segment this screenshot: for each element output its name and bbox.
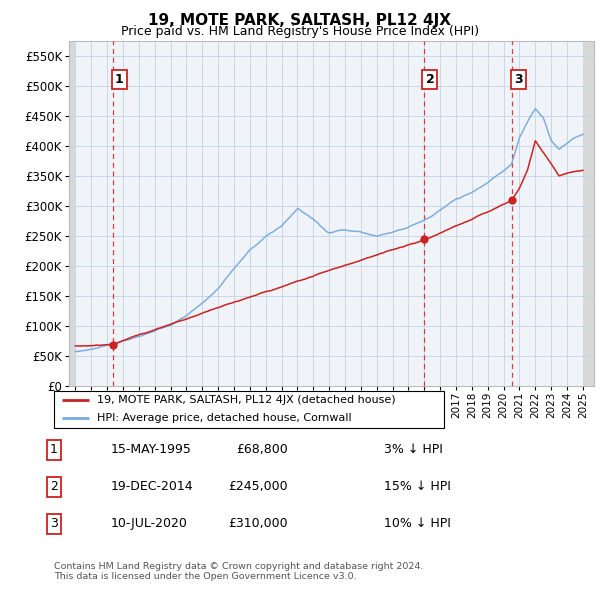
Text: 15-MAY-1995: 15-MAY-1995	[111, 443, 192, 456]
Text: 10% ↓ HPI: 10% ↓ HPI	[384, 517, 451, 530]
Text: 19, MOTE PARK, SALTASH, PL12 4JX (detached house): 19, MOTE PARK, SALTASH, PL12 4JX (detach…	[97, 395, 395, 405]
Text: This data is licensed under the Open Government Licence v3.0.: This data is licensed under the Open Gov…	[54, 572, 356, 581]
Text: £245,000: £245,000	[229, 480, 288, 493]
FancyBboxPatch shape	[54, 391, 444, 428]
Text: 19-DEC-2014: 19-DEC-2014	[111, 480, 194, 493]
Bar	[583, 41, 594, 386]
Bar	[69, 41, 76, 386]
Text: 15% ↓ HPI: 15% ↓ HPI	[384, 480, 451, 493]
Text: 19, MOTE PARK, SALTASH, PL12 4JX: 19, MOTE PARK, SALTASH, PL12 4JX	[149, 13, 452, 28]
Text: Contains HM Land Registry data © Crown copyright and database right 2024.: Contains HM Land Registry data © Crown c…	[54, 562, 424, 571]
Text: 2: 2	[50, 480, 58, 493]
Text: 10-JUL-2020: 10-JUL-2020	[111, 517, 188, 530]
Text: £310,000: £310,000	[229, 517, 288, 530]
Text: £68,800: £68,800	[236, 443, 288, 456]
Text: Price paid vs. HM Land Registry's House Price Index (HPI): Price paid vs. HM Land Registry's House …	[121, 25, 479, 38]
Text: 3: 3	[514, 73, 523, 86]
Text: 1: 1	[115, 73, 124, 86]
Text: 3: 3	[50, 517, 58, 530]
Text: 1: 1	[50, 443, 58, 456]
Text: 2: 2	[425, 73, 434, 86]
Text: HPI: Average price, detached house, Cornwall: HPI: Average price, detached house, Corn…	[97, 414, 352, 424]
Text: 3% ↓ HPI: 3% ↓ HPI	[384, 443, 443, 456]
